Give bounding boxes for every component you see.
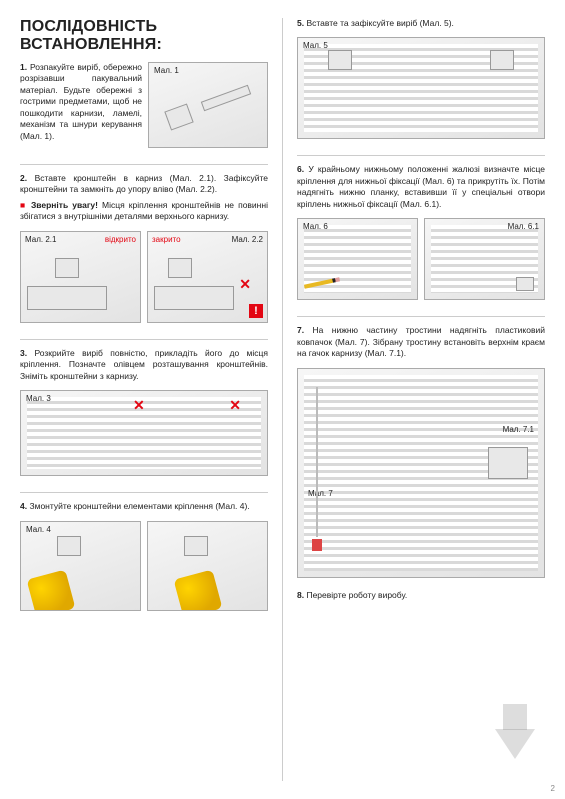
figure-6-pair: Мал. 6 Мал. 6.1 [297, 218, 545, 300]
bracket-icon [57, 536, 81, 556]
step-4-num: 4. [20, 501, 27, 511]
rule [20, 339, 268, 340]
rail-icon [164, 103, 193, 130]
figure-5-label: Мал. 5 [303, 41, 328, 50]
clip-icon [516, 277, 534, 291]
figure-1: Мал. 1 [148, 62, 268, 148]
bracket-icon [55, 258, 79, 278]
warn-square-icon: ■ [20, 200, 27, 210]
step-2-num: 2. [20, 173, 27, 183]
figure-6-1: Мал. 6.1 [424, 218, 545, 300]
rule [297, 155, 545, 156]
step-1-text: 1. Розпакуйте виріб, обережно розрізавши… [20, 62, 142, 142]
step-2-body: Вставте кронштейн в карниз (Мал. 2.1). З… [20, 173, 268, 194]
pencil-icon [304, 278, 340, 289]
bracket-icon [328, 50, 352, 70]
step-2-warning: ■ Зверніть увагу! Місця кріплення кроншт… [20, 200, 268, 223]
rail-icon [27, 286, 107, 310]
figure-4-pair: Мал. 4 [20, 521, 268, 611]
figure-2-1-label: Мал. 2.1 [25, 235, 56, 244]
open-label: відкрито [105, 235, 136, 244]
figure-6: Мал. 6 [297, 218, 418, 300]
step-7-text: 7. На нижню частину тростини надягніть п… [297, 325, 545, 359]
drill-icon [174, 569, 223, 610]
figure-1-label: Мал. 1 [154, 66, 179, 75]
step-8-text: 8. Перевірте роботу виробу. [297, 590, 545, 601]
warn-box-icon: ! [249, 304, 263, 318]
step-3-body: Розкрийте виріб повністю, прикладіть йог… [20, 348, 268, 381]
figure-2-2: Мал. 2.2 закрито ✕ ! [147, 231, 268, 323]
rail-icon [154, 286, 234, 310]
page-title: ПОСЛІДОВНІСТЬ ВСТАНОВЛЕННЯ: [20, 18, 268, 54]
bracket-icon [490, 50, 514, 70]
figure-7-1-label: Мал. 7.1 [503, 425, 534, 434]
step-3-text: 3. Розкрийте виріб повністю, прикладіть … [20, 348, 268, 382]
rail-icon [201, 85, 251, 111]
figure-5: Мал. 5 [297, 37, 545, 139]
warn-title: Зверніть увагу! [31, 200, 98, 210]
figure-4-a: Мал. 4 [20, 521, 141, 611]
closed-label: закрито [152, 235, 181, 244]
figure-7: Мал. 7 Мал. 7.1 [297, 368, 545, 578]
step-6-text: 6. У крайньому нижньому положенні жалюзі… [297, 164, 545, 210]
figure-3-label: Мал. 3 [26, 394, 51, 403]
figure-3: Мал. 3 ✕ ✕ [20, 390, 268, 476]
step-1-body: Розпакуйте виріб, обережно розрізавши па… [20, 62, 142, 141]
detail-inset [488, 447, 528, 479]
column-divider [282, 18, 283, 781]
step-7-num: 7. [297, 325, 304, 335]
left-column: ПОСЛІДОВНІСТЬ ВСТАНОВЛЕННЯ: 1. Розпакуйт… [20, 18, 268, 781]
step-1-num: 1. [20, 62, 27, 72]
step-3-num: 3. [20, 348, 27, 358]
watermark-arrow-icon [495, 729, 535, 759]
x-mark-icon: ✕ [229, 397, 241, 414]
bracket-icon [168, 258, 192, 278]
figure-2-1: Мал. 2.1 відкрито [20, 231, 141, 323]
figure-7-label: Мал. 7 [308, 489, 333, 498]
rule [20, 164, 268, 165]
rule [20, 492, 268, 493]
rule [297, 316, 545, 317]
step-6-body: У крайньому нижньому положенні жалюзі ви… [297, 164, 545, 208]
figure-4-b [147, 521, 268, 611]
figure-6-1-label: Мал. 6.1 [508, 222, 539, 231]
figure-4-label: Мал. 4 [26, 525, 51, 534]
step-4-body: Змонтуйте кронштейни елементами кріпленн… [29, 501, 249, 511]
step-2-text: 2. Вставте кронштейн в карниз (Мал. 2.1)… [20, 173, 268, 196]
bracket-icon [184, 536, 208, 556]
figure-2-pair: Мал. 2.1 відкрито Мал. 2.2 закрито ✕ ! [20, 231, 268, 323]
wand-icon [316, 387, 318, 537]
step-1: 1. Розпакуйте виріб, обережно розрізавши… [20, 62, 268, 148]
right-column: 5. Вставте та зафіксуйте виріб (Мал. 5).… [297, 18, 545, 781]
x-mark-icon: ✕ [239, 276, 251, 293]
step-5-num: 5. [297, 18, 304, 28]
step-7-body: На нижню частину тростини надягніть плас… [297, 325, 545, 358]
drill-icon [27, 569, 76, 610]
figure-6-label: Мал. 6 [303, 222, 328, 231]
figure-2-2-label: Мал. 2.2 [232, 235, 263, 244]
step-4-text: 4. Змонтуйте кронштейни елементами кріпл… [20, 501, 268, 512]
page-number: 2 [551, 784, 555, 793]
step-8-body: Перевірте роботу виробу. [306, 590, 407, 600]
cap-icon [312, 539, 322, 551]
step-5-text: 5. Вставте та зафіксуйте виріб (Мал. 5). [297, 18, 545, 29]
step-5-body: Вставте та зафіксуйте виріб (Мал. 5). [306, 18, 453, 28]
x-mark-icon: ✕ [133, 397, 145, 414]
step-6-num: 6. [297, 164, 304, 174]
step-8-num: 8. [297, 590, 304, 600]
